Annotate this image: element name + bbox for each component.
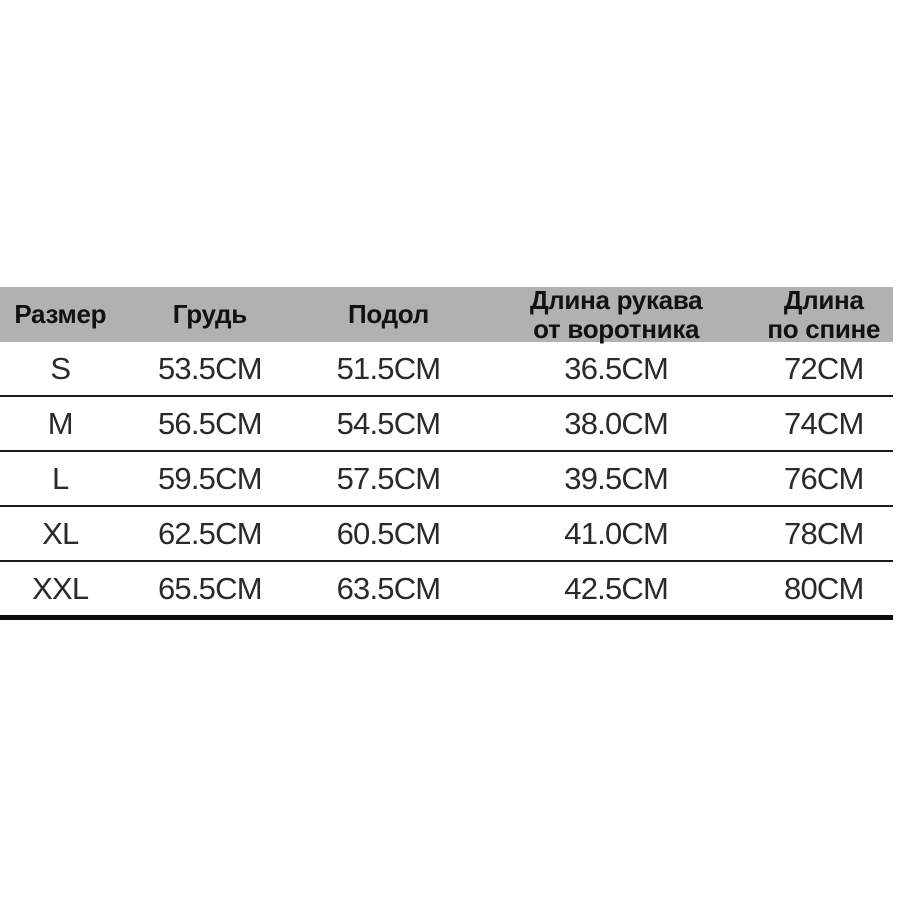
cell-chest: 65.5CM	[157, 570, 263, 606]
cell-hem: 54.5CM	[336, 405, 442, 441]
cell-size: XL	[42, 515, 79, 551]
cell-hem: 51.5CM	[336, 350, 442, 386]
column-header-sleeve-from-collar: Длина рукава от воротника	[529, 285, 703, 344]
table-row-l: L 59.5CM 57.5CM 39.5CM 76CM	[0, 452, 893, 507]
cell-back-length: 80CM	[784, 570, 864, 606]
table-header-row: Размер Грудь Подол Длина рукава от ворот…	[0, 285, 893, 344]
cell-chest: 56.5CM	[157, 405, 263, 441]
table-row-m: M 56.5CM 54.5CM 38.0CM 74CM	[0, 397, 893, 452]
table-row-s: S 53.5CM 51.5CM 36.5CM 72CM	[0, 342, 893, 397]
column-header-hem: Подол	[347, 299, 429, 330]
cell-sleeve-from-collar: 42.5CM	[564, 570, 669, 606]
cell-hem: 57.5CM	[336, 460, 442, 496]
column-header-size: Размер	[14, 299, 107, 330]
table-row-xxl: XXL 65.5CM 63.5CM 42.5CM 80CM	[0, 562, 893, 620]
cell-hem: 60.5CM	[336, 515, 442, 551]
cell-size: L	[52, 460, 69, 496]
cell-chest: 53.5CM	[157, 350, 263, 386]
cell-size: XXL	[32, 570, 89, 606]
cell-sleeve-from-collar: 41.0CM	[564, 515, 669, 551]
cell-back-length: 76CM	[784, 460, 864, 496]
cell-chest: 62.5CM	[157, 515, 263, 551]
cell-hem: 63.5CM	[336, 570, 442, 606]
column-header-back-length: Длина по спине	[767, 285, 881, 344]
cell-back-length: 78CM	[784, 515, 864, 551]
cell-size: M	[47, 405, 74, 441]
cell-sleeve-from-collar: 36.5CM	[564, 350, 669, 386]
cell-back-length: 74CM	[784, 405, 864, 441]
size-chart-table: Размер Грудь Подол Длина рукава от ворот…	[0, 285, 893, 620]
cell-chest: 59.5CM	[157, 460, 263, 496]
cell-back-length: 72CM	[784, 350, 864, 386]
table-row-xl: XL 62.5CM 60.5CM 41.0CM 78CM	[0, 507, 893, 562]
cell-size: S	[50, 350, 71, 386]
cell-sleeve-from-collar: 38.0CM	[564, 405, 669, 441]
cell-sleeve-from-collar: 39.5CM	[564, 460, 669, 496]
column-header-chest: Грудь	[172, 299, 247, 330]
